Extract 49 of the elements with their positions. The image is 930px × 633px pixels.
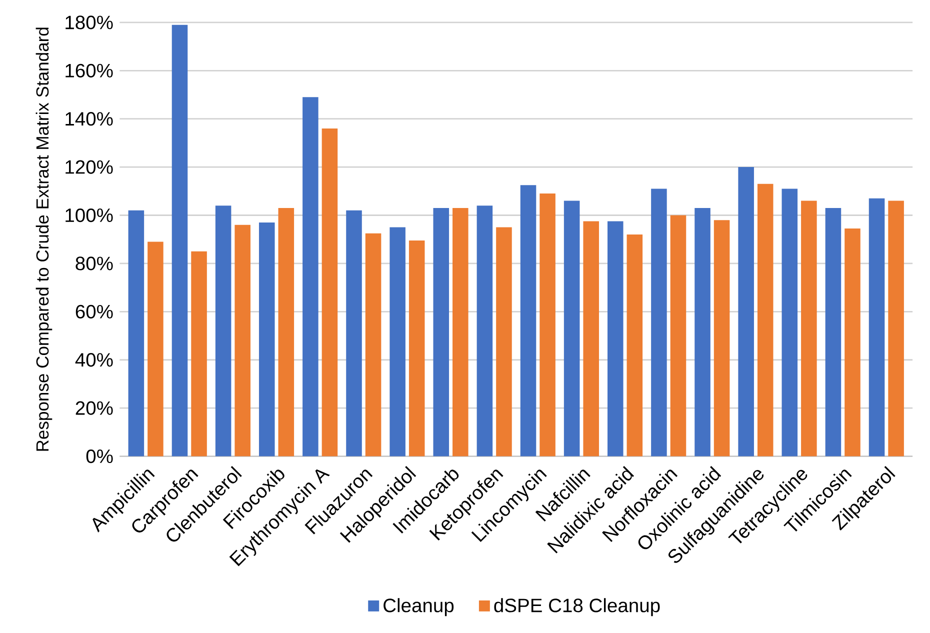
bar: [782, 188, 798, 456]
y-tick-label: 60%: [76, 304, 113, 318]
y-axis-title: Response Compared to Crude Extract Matrix Standard: [36, 28, 52, 451]
y-tick-label: 180%: [66, 15, 113, 30]
legend-label: dSPE C18 Cleanup: [494, 598, 660, 616]
bar: [738, 166, 754, 456]
bar: [825, 208, 842, 456]
bar: [540, 193, 556, 456]
y-tick-label: 100%: [66, 208, 113, 222]
bar: [172, 24, 188, 456]
bar: [564, 200, 580, 456]
legend-label: Cleanup: [384, 598, 454, 616]
y-tick-label: 0%: [86, 449, 113, 463]
y-tick-label: 160%: [66, 64, 113, 78]
bar: [583, 221, 599, 456]
bar: [322, 128, 338, 456]
y-tick-label: 140%: [66, 112, 113, 126]
bar: [801, 200, 817, 456]
bar: [148, 242, 164, 456]
y-tick-label: 20%: [76, 401, 113, 415]
bar: [670, 215, 686, 456]
bar: [626, 234, 643, 456]
bar: [888, 200, 904, 456]
bar: [346, 210, 362, 456]
bar: [128, 210, 144, 456]
bar: [390, 227, 406, 456]
bar: [258, 222, 275, 456]
bar: [608, 221, 624, 456]
bar: [844, 228, 860, 456]
bar: [651, 188, 667, 456]
bar: [433, 208, 450, 456]
bar: [278, 208, 294, 456]
bar: [452, 208, 468, 456]
y-tick-label: 120%: [66, 160, 113, 174]
bar: [714, 220, 730, 456]
bar: [694, 208, 710, 456]
bar: [302, 97, 318, 456]
bar: [476, 205, 493, 456]
bar: [496, 227, 512, 456]
y-tick-label: 40%: [75, 352, 113, 367]
y-tick-label: 80%: [76, 256, 113, 270]
bar: [868, 198, 885, 456]
bar: [408, 240, 425, 456]
bar: [520, 184, 536, 456]
bar: [234, 224, 250, 456]
bar: [365, 233, 382, 456]
bar: [757, 184, 774, 456]
bar: [215, 205, 232, 456]
bar: [191, 251, 207, 456]
